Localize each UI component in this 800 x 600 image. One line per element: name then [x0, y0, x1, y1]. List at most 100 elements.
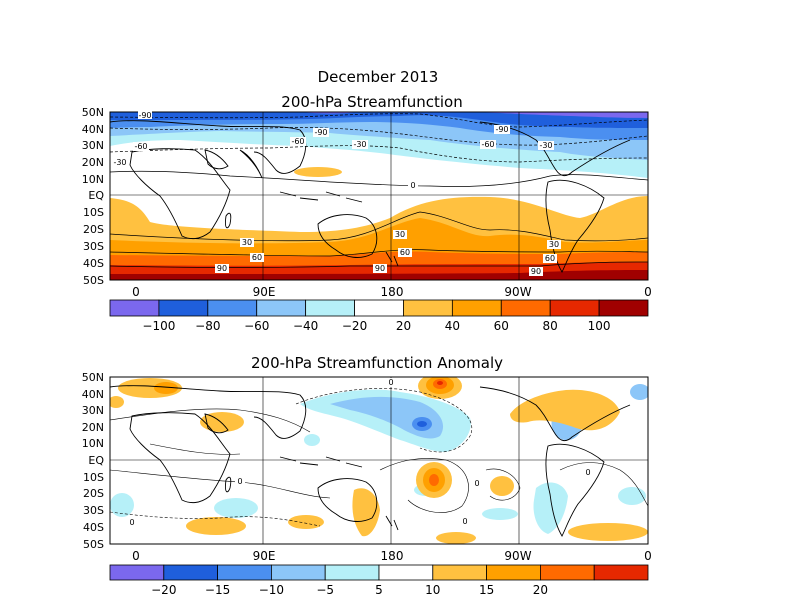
- bot-indonesia: [279, 456, 363, 468]
- anom-pos-europe-core: [154, 382, 178, 394]
- contour-label: 0: [388, 378, 393, 387]
- colorbar-tick-label: −100: [142, 319, 175, 333]
- contour-label: -30: [539, 141, 552, 150]
- top-arabia-coast: [204, 149, 229, 170]
- colorbar-swatch: [549, 299, 600, 317]
- colorbar-tick-label: 80: [543, 319, 558, 333]
- contour-label: -30: [113, 158, 126, 167]
- top-lat-label: 40N: [82, 123, 104, 136]
- colorbar-tick-label: 40: [445, 319, 460, 333]
- bottom-lat-label: 30S: [83, 504, 104, 517]
- anom-neg-south-africa: [214, 498, 258, 518]
- colorbar-swatch: [403, 299, 453, 317]
- colorbar-swatch: [217, 564, 272, 581]
- contour-label: -60: [291, 137, 304, 146]
- colorbar-swatch: [207, 299, 258, 317]
- bottom-lat-label: 40S: [83, 521, 104, 534]
- anom-contour-g: [110, 511, 321, 527]
- anom-contour-f: [559, 462, 648, 507]
- contour-label: 30: [549, 240, 559, 249]
- anom-pos-atlantic: [510, 389, 620, 431]
- top-map-frame: [109, 111, 649, 281]
- colorbar-tick-label: −15: [205, 583, 230, 597]
- anom-pos-arabia: [200, 412, 244, 432]
- colorbar-tick-label: −40: [293, 319, 318, 333]
- top-contour-minus90: [110, 113, 648, 128]
- top-contour-60: [110, 249, 648, 257]
- anom-neg-south-atlantic-w: [110, 493, 134, 517]
- colorbar-swatch: [354, 299, 404, 317]
- top-lat-label: 30S: [83, 240, 104, 253]
- bottom-map-fill: [110, 377, 648, 544]
- colorbar-tick-label: −20: [151, 583, 176, 597]
- top-lat-label: 50S: [83, 274, 104, 287]
- contour-label: 60: [252, 253, 262, 262]
- top-lon-label: 90E: [253, 285, 276, 299]
- top-colorbar: −100 −80 −60 −40 −20 20 40 60 80 100: [109, 299, 649, 333]
- contour-label: 60: [545, 254, 555, 263]
- bot-arabia-coast: [204, 413, 229, 434]
- anom-contour-h: [149, 443, 241, 455]
- anom-contour-a: [110, 408, 311, 433]
- top-asia-coast: [110, 120, 307, 174]
- bot-asia-coast: [110, 385, 307, 439]
- bottom-lon-label: 90W: [504, 549, 531, 563]
- top-contour-30: [110, 211, 648, 242]
- anom-pos-east-pacific: [490, 476, 514, 496]
- colorbar-swatch: [324, 564, 380, 581]
- top-band-s-100: [110, 270, 648, 280]
- bottom-lat-label: 20N: [82, 421, 104, 434]
- top-band-n-minus100: [110, 112, 648, 118]
- top-positive-patch: [294, 167, 342, 177]
- anom-pos-north-pacific-inner: [437, 381, 443, 385]
- anom-contour-e: [485, 468, 521, 501]
- anom-neg-far-east: [618, 487, 646, 505]
- colorbar-swatch: [256, 299, 307, 317]
- bottom-lat-label: 10S: [83, 471, 104, 484]
- bot-north-america-coast: [479, 386, 631, 442]
- contour-label: 0: [237, 477, 242, 486]
- contour-label: 0: [462, 517, 467, 526]
- bottom-lat-label: EQ: [88, 454, 104, 467]
- anom-pos-south-indian: [288, 515, 324, 529]
- bottom-lon-label: 180: [381, 549, 404, 563]
- contour-label: 0: [129, 518, 134, 527]
- contour-label: 0: [410, 181, 415, 190]
- top-lon-label: 0: [132, 285, 140, 299]
- colorbar-tick-label: −10: [259, 583, 284, 597]
- colorbar-tick-label: 60: [494, 319, 509, 333]
- colorbar-swatch: [109, 564, 165, 581]
- contour-label: -30: [353, 140, 366, 149]
- top-lon-label: 180: [381, 285, 404, 299]
- bottom-lon-labels: 0 90E 180 90W 0: [132, 549, 652, 563]
- anom-neg-south-pacific: [482, 508, 518, 520]
- top-lon-labels: 0 90E 180 90W 0: [132, 285, 652, 299]
- top-north-america-coast: [479, 121, 631, 177]
- anom-neg-indian-mid: [304, 434, 320, 446]
- bottom-lat-labels: 50N 40N 30N 20N 10N EQ 10S 20S 30S 40S 5…: [82, 371, 105, 551]
- bottom-lon-label: 90E: [253, 549, 276, 563]
- bottom-colorbar: −20 −15 −10 −5 5 10 15 20: [109, 564, 649, 597]
- contour-label: -90: [138, 111, 151, 120]
- colorbar-tick-label: 5: [375, 583, 383, 597]
- colorbar-swatch: [270, 564, 326, 581]
- top-madagascar: [225, 212, 232, 229]
- contour-label: 0: [585, 468, 590, 477]
- top-map-fill: [110, 112, 648, 280]
- contour-label: -90: [314, 128, 327, 137]
- anomaly-chart-title: 200-hPa Streamfunction Anomaly: [251, 354, 503, 372]
- contour-label: 30: [395, 230, 405, 239]
- top-lat-labels: 50N 40N 30N 20N 10N EQ 10S 20S 30S 40S 5…: [82, 106, 105, 287]
- anom-neg-core-inner: [417, 421, 427, 427]
- colorbar-swatch: [432, 564, 487, 581]
- chart-title: December 2013: [318, 68, 439, 86]
- colorbar-tick-label: 15: [479, 583, 494, 597]
- colorbar-swatch: [540, 564, 595, 581]
- anom-pos-australia: [352, 488, 380, 537]
- colorbar-tick-label: −80: [195, 319, 220, 333]
- top-lat-label: 10S: [83, 206, 104, 219]
- top-lat-label: 10N: [82, 173, 104, 186]
- bottom-lon-label: 0: [132, 549, 140, 563]
- top-lon-label: 90W: [504, 285, 531, 299]
